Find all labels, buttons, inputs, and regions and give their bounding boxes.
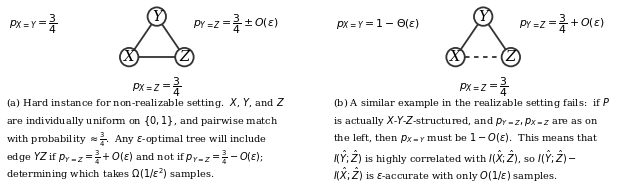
Circle shape <box>148 7 166 26</box>
Text: Z: Z <box>179 50 189 64</box>
Text: $I(\hat{Y};\hat{Z})$ is highly correlated with $I(\hat{X};\hat{Z})$, so $I(\hat{: $I(\hat{Y};\hat{Z})$ is highly correlate… <box>333 149 577 167</box>
Text: the left, then $p_{X=Y}$ must be $1-O(\varepsilon)$.  This means that: the left, then $p_{X=Y}$ must be $1-O(\v… <box>333 131 598 145</box>
Text: $p_{X=Z} = \dfrac{3}{4}$: $p_{X=Z} = \dfrac{3}{4}$ <box>459 76 508 99</box>
Text: $I(\hat{X};\hat{Z})$ is $\varepsilon$-accurate with only $O(1/\varepsilon)$ samp: $I(\hat{X};\hat{Z})$ is $\varepsilon$-ac… <box>333 166 557 184</box>
Text: (b) A similar example in the realizable setting fails:  if $P$: (b) A similar example in the realizable … <box>333 96 610 110</box>
Text: Z: Z <box>506 50 516 64</box>
Text: $p_{Y=Z} = \dfrac{3}{4}+O(\varepsilon)$: $p_{Y=Z} = \dfrac{3}{4}+O(\varepsilon)$ <box>519 12 605 36</box>
Text: edge $YZ$ if $p_{Y=Z} = \frac{3}{4}+O(\varepsilon)$ and not if $p_{Y=Z} = \frac{: edge $YZ$ if $p_{Y=Z} = \frac{3}{4}+O(\v… <box>6 149 264 167</box>
Circle shape <box>502 48 520 66</box>
Text: (a) Hard instance for non-realizable setting.  $X$, $Y$, and $Z$: (a) Hard instance for non-realizable set… <box>6 96 285 110</box>
Text: are individually uniform on $\{0,1\}$, and pairwise match: are individually uniform on $\{0,1\}$, a… <box>6 114 279 128</box>
Text: $p_{X=Y} = 1-\Theta(\varepsilon)$: $p_{X=Y} = 1-\Theta(\varepsilon)$ <box>336 17 420 31</box>
Text: determining which takes $\Omega(1/\varepsilon^2)$ samples.: determining which takes $\Omega(1/\varep… <box>6 166 214 182</box>
Circle shape <box>120 48 138 66</box>
Text: X: X <box>124 50 134 64</box>
Circle shape <box>446 48 465 66</box>
Text: is actually $X$-$Y$-$Z$-structured, and $p_{Y=Z}, p_{X=Z}$ are as on: is actually $X$-$Y$-$Z$-structured, and … <box>333 114 598 128</box>
Text: with probability $\approx \frac{3}{4}$.  Any $\varepsilon$-optimal tree will inc: with probability $\approx \frac{3}{4}$. … <box>6 131 268 149</box>
Text: $p_{Y=Z} = \dfrac{3}{4} \pm O(\varepsilon)$: $p_{Y=Z} = \dfrac{3}{4} \pm O(\varepsilo… <box>193 12 278 36</box>
Circle shape <box>175 48 194 66</box>
Text: $p_{X=Y} = \dfrac{3}{4}$: $p_{X=Y} = \dfrac{3}{4}$ <box>10 12 58 36</box>
Text: X: X <box>451 50 461 64</box>
Text: Y: Y <box>152 10 162 24</box>
Circle shape <box>474 7 492 26</box>
Text: $p_{X=Z} = \dfrac{3}{4}$: $p_{X=Z} = \dfrac{3}{4}$ <box>132 76 181 99</box>
Text: Y: Y <box>478 10 488 24</box>
